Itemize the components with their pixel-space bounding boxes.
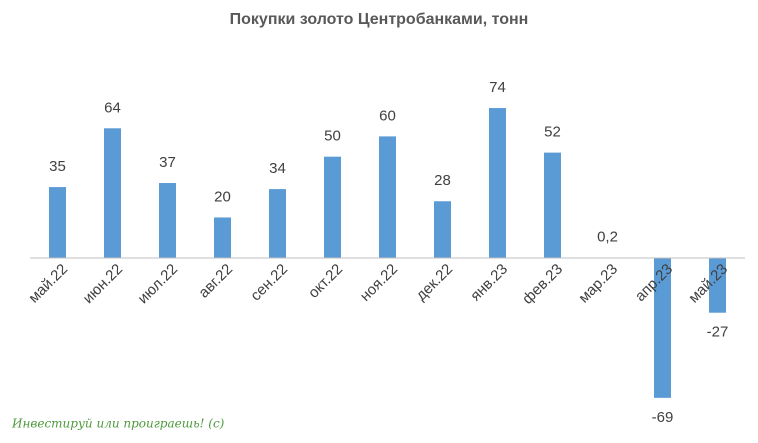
x-tick-label: июл.22	[135, 261, 182, 308]
bar	[104, 128, 121, 258]
data-label: 60	[379, 107, 396, 124]
data-label: 50	[324, 128, 341, 145]
bar	[654, 258, 671, 398]
x-tick-label: сен.22	[247, 261, 291, 305]
data-label: -69	[652, 409, 674, 426]
bar	[544, 152, 561, 258]
data-label: 0,2	[597, 229, 618, 246]
data-label: 34	[269, 160, 286, 177]
bar	[324, 156, 341, 258]
data-label: 28	[434, 172, 451, 189]
data-label: 52	[544, 124, 561, 141]
data-label: 74	[489, 79, 506, 96]
bar	[49, 187, 66, 258]
bar	[434, 201, 451, 258]
x-tick-label: ноя.22	[357, 261, 401, 305]
x-tick-label: июн.22	[80, 261, 127, 308]
data-label: 35	[49, 158, 66, 175]
bar	[269, 189, 286, 258]
data-label: 20	[214, 188, 231, 205]
x-tick-label: фев.23	[519, 261, 566, 308]
x-tick-label: авг.22	[195, 261, 236, 302]
x-tick-label: мар.23	[575, 261, 621, 307]
bar	[379, 136, 396, 258]
x-tick-label: янв.23	[467, 261, 511, 305]
data-label: 37	[159, 154, 176, 171]
x-tick-label: окт.22	[305, 261, 346, 302]
bar	[214, 217, 231, 258]
bar	[489, 108, 506, 258]
watermark: Инвестируй или проиграешь! (с)	[11, 417, 225, 431]
bar	[709, 258, 726, 313]
x-tick-label: май.22	[25, 261, 71, 307]
data-label: 64	[104, 99, 121, 116]
x-tick-label: дек.22	[413, 261, 456, 304]
data-label: -27	[707, 324, 729, 341]
bar	[159, 183, 176, 258]
chart-title: Покупки золото Центробанками, тонн	[230, 11, 529, 28]
